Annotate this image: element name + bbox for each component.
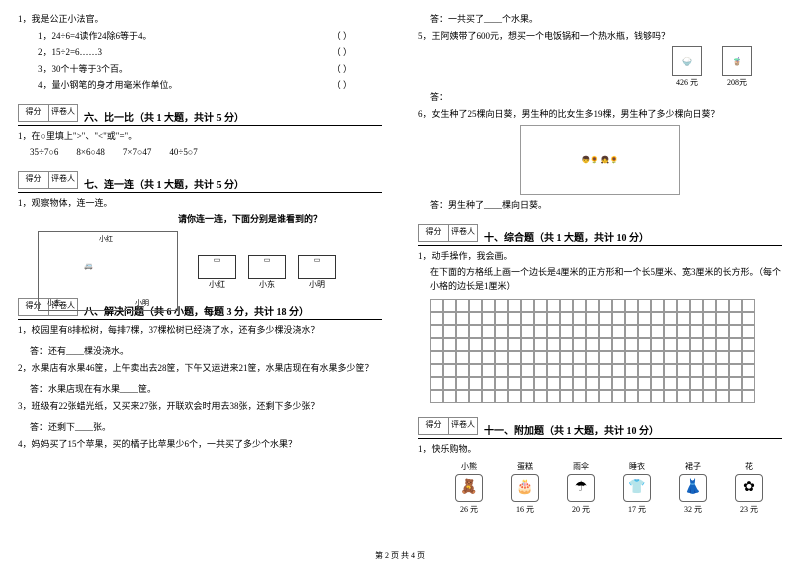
score-cell: 得分 (18, 104, 48, 122)
sec8-q4: 4，妈妈买了15个苹果，买的橘子比苹果少6个，一共买了多少个水果？ (18, 438, 382, 452)
sec8-a3: 答：还剩下____张。 (18, 421, 382, 435)
q1-item: 3，30个十等于3个百。（ ） (18, 63, 382, 77)
thermos-icon: 🧋 (722, 46, 752, 76)
shop-icon: 🧸 (455, 474, 483, 502)
score-box: 得分 评卷人 (418, 417, 478, 435)
q1-item: 2，15÷2=6……3（ ） (18, 46, 382, 60)
score-box: 得分 评卷人 (18, 171, 78, 189)
shop-icon: ☂ (567, 474, 595, 502)
bus-icon: ▭ (248, 255, 286, 279)
shop-icon: 👗 (679, 474, 707, 502)
sec8-a1: 答：还有____棵没浇水。 (18, 345, 382, 359)
right-column: 答：一共买了____个水果。 5，王阿姨带了600元，想买一个电饭锅和一个热水瓶… (400, 0, 800, 565)
sec7-q: 1，观察物体，连一连。 (18, 197, 382, 211)
sec10-desc: 在下面的方格纸上画一个边长是4厘米的正方形和一个长5厘米、宽3厘米的长方形。（每… (418, 266, 782, 293)
sec7-hint: 请你连一连，下面分别是谁看到的？ (118, 213, 382, 227)
section-7-header: 得分 评卷人 七、连一连（共 1 大题，共计 5 分） (18, 163, 382, 193)
sec8-q1: 1，校园里有8排松树，每排7棵，37棵松树已经浇了水，还有多少棵没浇水？ (18, 324, 382, 338)
page-footer: 第 2 页 共 4 页 (0, 550, 800, 561)
shop-item: 雨伞☂20 元 (560, 461, 602, 515)
score-box: 得分 评卷人 (18, 104, 78, 122)
scene-image: 小红 小东 小明 🚐 (38, 231, 178, 311)
grader-cell: 评卷人 (48, 104, 78, 122)
bus-names: 小红 小东 小明 (198, 279, 382, 290)
bus-icon: ▭ (198, 255, 236, 279)
sec8-a6: 答：男生种了____棵向日葵。 (418, 199, 782, 213)
shop-item: 睡衣👕17 元 (616, 461, 658, 515)
shop-item: 裙子👗32 元 (672, 461, 714, 515)
section-10-header: 得分 评卷人 十、综合题（共 1 大题，共计 10 分） (418, 216, 782, 246)
sec6-q: 1，在○里填上">"、"<"或"="。 (18, 130, 382, 144)
appliance-row: 🍚426 元 🧋208元 (418, 46, 752, 88)
shop-item: 花✿23 元 (728, 461, 770, 515)
sec8-a5: 答： (418, 91, 782, 105)
section-7-title: 七、连一连（共 1 大题，共计 5 分） (84, 176, 244, 191)
section-6-title: 六、比一比（共 1 大题，共计 5 分） (84, 109, 244, 124)
section-10-title: 十、综合题（共 1 大题，共计 10 分） (484, 229, 649, 244)
score-box: 得分 评卷人 (418, 224, 478, 242)
sec11-q: 1，快乐购物。 (418, 443, 782, 457)
sec8-a4: 答：一共买了____个水果。 (418, 13, 782, 27)
q1-item: 4，量小钢笔的身才用毫米作单位。（ ） (18, 79, 382, 93)
sec10-q: 1，动手操作，我会画。 (418, 250, 782, 264)
bus-icon: ▭ (298, 255, 336, 279)
bus-row: ▭ ▭ ▭ (198, 255, 382, 279)
sec8-a2: 答：水果店现在有水果____筐。 (18, 383, 382, 397)
section-6-header: 得分 评卷人 六、比一比（共 1 大题，共计 5 分） (18, 96, 382, 126)
shop-icon: 👕 (623, 474, 651, 502)
section-11-header: 得分 评卷人 十一、附加题（共 1 大题，共计 10 分） (418, 409, 782, 439)
section-11-title: 十一、附加题（共 1 大题，共计 10 分） (484, 422, 659, 437)
shop-item: 小熊🧸26 元 (448, 461, 490, 515)
sec8-q2: 2，水果店有水果46筐，上午卖出去28筐，下午又运进来21筐，水果店现在有水果多… (18, 362, 382, 376)
left-column: 1，我是公正小法官。 1，24÷6=4读作24除6等于4。（ ） 2，15÷2=… (0, 0, 400, 565)
sec8-q6: 6，女生种了25棵向日葵，男生种的比女生多19棵，男生种了多少棵向日葵？ (418, 108, 782, 122)
drawing-grid (430, 299, 782, 403)
kids-planting-image: 👦🌻 👧🌻 (520, 125, 680, 195)
q1-title: 1，我是公正小法官。 (18, 13, 382, 27)
sec8-q3: 3，班级有22张蜡光纸，又买来27张，开联欢会时用去38张，还剩下多少张？ (18, 400, 382, 414)
sec6-exp: 35÷7○6 8×6○48 7×7○47 40÷5○7 (18, 146, 382, 160)
shop-icon: 🎂 (511, 474, 539, 502)
rice-cooker-icon: 🍚 (672, 46, 702, 76)
sec8-q5: 5，王阿姨带了600元，想买一个电饭锅和一个热水瓶，钱够吗？ (418, 30, 782, 44)
shop-icon: ✿ (735, 474, 763, 502)
q1-item: 1，24÷6=4读作24除6等于4。（ ） (18, 30, 382, 44)
shop-row: 小熊🧸26 元蛋糕🎂16 元雨伞☂20 元睡衣👕17 元裙子👗32 元花✿23 … (448, 461, 782, 515)
shop-item: 蛋糕🎂16 元 (504, 461, 546, 515)
